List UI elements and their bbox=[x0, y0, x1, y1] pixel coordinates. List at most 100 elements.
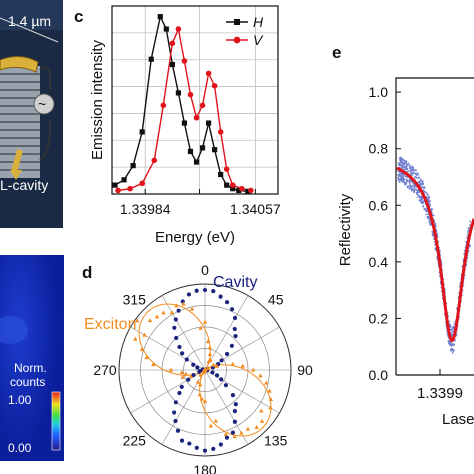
panel-d-points bbox=[133, 287, 274, 453]
e-data-point bbox=[410, 173, 413, 176]
c-point-H bbox=[193, 159, 200, 165]
e-data-point bbox=[398, 178, 401, 181]
panel-c-frame bbox=[111, 5, 279, 195]
ac-source-icon bbox=[33, 93, 55, 115]
polar-point-cavity bbox=[195, 365, 200, 370]
e-data-point bbox=[425, 191, 428, 194]
e-data-point bbox=[428, 195, 430, 198]
e-y-tick-label: 0.8 bbox=[369, 141, 389, 157]
panel-e-x-tick-label: 1.3399 bbox=[417, 385, 463, 402]
polar-point-exciton bbox=[239, 430, 244, 435]
e-data-point bbox=[469, 220, 471, 223]
e-data-point bbox=[416, 189, 418, 192]
e-data-point bbox=[413, 189, 415, 192]
e-data-point bbox=[399, 159, 401, 161]
panel-d-fit-curves bbox=[138, 303, 272, 437]
polar-point-cavity bbox=[233, 333, 238, 339]
panel-a: 1.4 µm ~ L-cavity bbox=[0, 0, 63, 228]
polar-point-exciton bbox=[259, 408, 264, 413]
e-data-point bbox=[411, 185, 414, 188]
e-data-point bbox=[411, 187, 414, 190]
polar-point-exciton bbox=[211, 362, 216, 367]
c-point-V bbox=[181, 58, 188, 64]
polar-point-cavity bbox=[194, 288, 199, 293]
polar-point-cavity bbox=[211, 288, 216, 294]
e-data-point bbox=[398, 157, 401, 159]
panel-e: e 0.0 0.2 0.4 0.6 0.8 1.0 1.3399 Lase Reflect… bbox=[332, 43, 474, 428]
c-point-H bbox=[163, 26, 169, 32]
polar-point-cavity bbox=[179, 384, 184, 389]
e-data-point bbox=[469, 224, 471, 227]
c-point-V bbox=[238, 185, 245, 192]
e-data-point bbox=[413, 186, 416, 189]
polar-point-exciton bbox=[202, 398, 208, 403]
panel-d: d 0 45 90 135 180 225 270 315 Cavity Exciton bbox=[82, 262, 313, 474]
c-point-V bbox=[169, 40, 176, 47]
e-data-point bbox=[415, 169, 417, 172]
e-data-point bbox=[425, 195, 428, 198]
polar-point-cavity bbox=[186, 377, 191, 382]
e-data-point bbox=[415, 191, 418, 194]
polar-point-exciton bbox=[198, 325, 203, 330]
polar-point-cavity bbox=[210, 370, 215, 375]
polar-point-cavity bbox=[224, 351, 230, 357]
colorbar-tick-top: 1.00 bbox=[8, 393, 32, 407]
polar-point-cavity bbox=[187, 441, 192, 446]
polar-angle-label: 0 bbox=[201, 262, 209, 278]
e-data-point bbox=[405, 161, 407, 164]
polar-point-cavity bbox=[218, 442, 223, 447]
c-point-H bbox=[157, 14, 163, 20]
polar-point-cavity bbox=[232, 315, 238, 321]
polar-angle-label: 45 bbox=[268, 291, 284, 307]
e-y-tick-label: 0.2 bbox=[369, 310, 389, 326]
polar-fit-exciton bbox=[138, 303, 272, 437]
panel-c-letter: c bbox=[74, 7, 83, 26]
e-data-point bbox=[412, 168, 414, 171]
e-data-point bbox=[401, 157, 404, 160]
polar-point-exciton bbox=[161, 310, 166, 315]
e-data-point bbox=[404, 181, 406, 184]
c-point-H bbox=[245, 188, 251, 194]
e-data-point bbox=[405, 180, 408, 182]
e-data-point bbox=[408, 165, 411, 168]
dimension-line bbox=[0, 17, 59, 43]
e-data-point bbox=[422, 205, 424, 208]
polar-point-cavity bbox=[230, 430, 235, 435]
e-data-point bbox=[434, 224, 437, 227]
e-data-point bbox=[450, 326, 452, 328]
e-data-point bbox=[421, 186, 424, 188]
e-data-point bbox=[410, 189, 413, 192]
polar-point-exciton bbox=[240, 363, 245, 368]
e-data-point bbox=[425, 209, 427, 212]
polar-point-exciton bbox=[264, 380, 269, 385]
polar-point-cavity bbox=[229, 343, 234, 348]
e-data-point bbox=[430, 208, 433, 210]
e-data-point bbox=[404, 166, 407, 169]
c-x-tick-label: 1.33984 bbox=[120, 201, 171, 217]
e-data-point bbox=[435, 229, 438, 232]
polar-point-exciton bbox=[207, 351, 213, 356]
e-data-point bbox=[448, 320, 451, 323]
c-point-H bbox=[121, 177, 127, 183]
polar-point-exciton bbox=[180, 374, 185, 379]
e-data-point bbox=[398, 164, 401, 167]
polar-point-cavity bbox=[233, 402, 238, 407]
polar-point-exciton bbox=[195, 379, 201, 384]
panel-c-x-ticks: 1.33984 1.34057 bbox=[120, 189, 281, 217]
e-data-point bbox=[428, 199, 430, 201]
e-data-point bbox=[425, 213, 428, 216]
e-data-point bbox=[400, 160, 402, 163]
legend-marker-v bbox=[233, 36, 241, 44]
panel-c: c 1.33984 1.34057 Energy (eV) Emission in… bbox=[74, 5, 281, 246]
panel-e-y-ticks: 0.0 0.2 0.4 0.6 0.8 1.0 bbox=[369, 84, 401, 383]
polar-point-cavity bbox=[232, 409, 237, 414]
e-data-point bbox=[415, 174, 418, 176]
polar-point-exciton bbox=[188, 373, 194, 378]
polar-point-exciton bbox=[208, 423, 214, 428]
e-data-point bbox=[400, 176, 403, 179]
polar-point-exciton bbox=[199, 396, 205, 401]
c-point-H bbox=[199, 145, 206, 151]
c-point-V bbox=[217, 129, 224, 135]
polar-point-cavity bbox=[218, 294, 223, 299]
